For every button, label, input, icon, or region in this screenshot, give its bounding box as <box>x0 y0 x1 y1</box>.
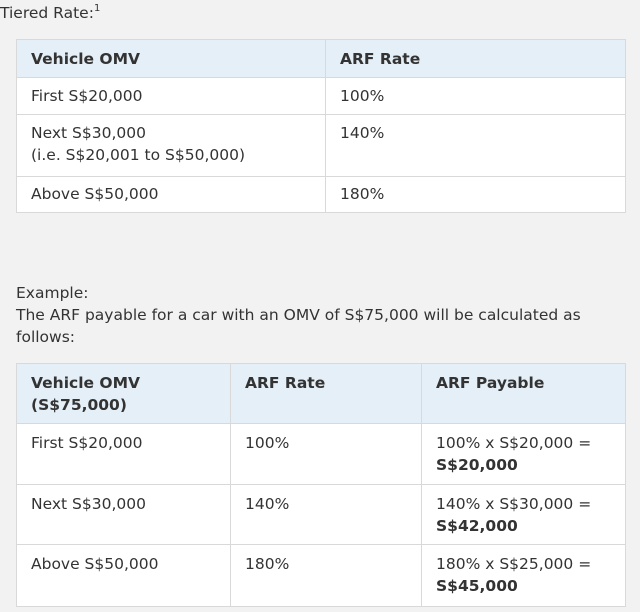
table-header-row: Vehicle OMV (S$75,000) ARF Rate ARF Paya… <box>16 363 626 424</box>
footnote-marker[interactable]: 1 <box>93 3 101 14</box>
omv-cell: First S$20,000 <box>16 77 326 115</box>
omv-range-detail: (i.e. S$20,001 to S$50,000) <box>31 146 246 164</box>
omv-cell: First S$20,000 <box>16 423 231 485</box>
header-arf-payable: ARF Payable <box>421 363 626 424</box>
tiered-rate-title: Tiered Rate: <box>0 4 94 22</box>
payable-cell: 100% x S$20,000 = S$20,000 <box>421 423 626 485</box>
rate-cell: 140% <box>230 484 422 545</box>
table-row: First S$20,000 100% 100% x S$20,000 = S$… <box>16 423 626 485</box>
table-row: Next S$30,000 (i.e. S$20,001 to S$50,000… <box>16 114 626 177</box>
rate-cell: 180% <box>325 176 626 213</box>
table-row: Next S$30,000 140% 140% x S$30,000 = S$4… <box>16 484 626 545</box>
omv-cell: Above S$50,000 <box>16 176 326 213</box>
table-row: Above S$50,000 180% 180% x S$25,000 = S$… <box>16 544 626 607</box>
rate-cell: 180% <box>230 544 422 607</box>
payable-cell: 140% x S$30,000 = S$42,000 <box>421 484 626 545</box>
payable-result: S$42,000 <box>436 517 518 535</box>
payable-result: S$45,000 <box>436 577 518 595</box>
example-table: Vehicle OMV (S$75,000) ARF Rate ARF Paya… <box>16 363 626 607</box>
tiered-rate-heading: Tiered Rate:1 <box>0 3 100 22</box>
rate-cell: 100% <box>325 77 626 115</box>
header-vehicle-omv: Vehicle OMV (S$75,000) <box>16 363 231 424</box>
header-omv-label: Vehicle OMV <box>31 374 141 392</box>
example-label: Example: <box>16 284 89 302</box>
rate-cell: 140% <box>325 114 626 177</box>
omv-cell: Above S$50,000 <box>16 544 231 607</box>
payable-calculation: 100% x S$20,000 = <box>436 434 592 452</box>
header-arf-rate: ARF Rate <box>230 363 422 424</box>
table-row: Above S$50,000 180% <box>16 176 626 213</box>
payable-cell: 180% x S$25,000 = S$45,000 <box>421 544 626 607</box>
payable-result: S$20,000 <box>436 456 518 474</box>
header-vehicle-omv: Vehicle OMV <box>16 39 326 78</box>
omv-cell: Next S$30,000 <box>16 484 231 545</box>
omv-range-label: Next S$30,000 <box>31 124 146 142</box>
payable-calculation: 180% x S$25,000 = <box>436 555 592 573</box>
header-omv-amount: (S$75,000) <box>31 396 127 414</box>
rate-cell: 100% <box>230 423 422 485</box>
tiered-rate-table: Vehicle OMV ARF Rate First S$20,000 100%… <box>16 39 626 213</box>
table-row: First S$20,000 100% <box>16 77 626 115</box>
example-description: The ARF payable for a car with an OMV of… <box>16 306 581 346</box>
table-header-row: Vehicle OMV ARF Rate <box>16 39 626 78</box>
header-arf-rate: ARF Rate <box>325 39 626 78</box>
omv-cell: Next S$30,000 (i.e. S$20,001 to S$50,000… <box>16 114 326 177</box>
example-text-block: Example: The ARF payable for a car with … <box>16 282 632 348</box>
payable-calculation: 140% x S$30,000 = <box>436 495 592 513</box>
